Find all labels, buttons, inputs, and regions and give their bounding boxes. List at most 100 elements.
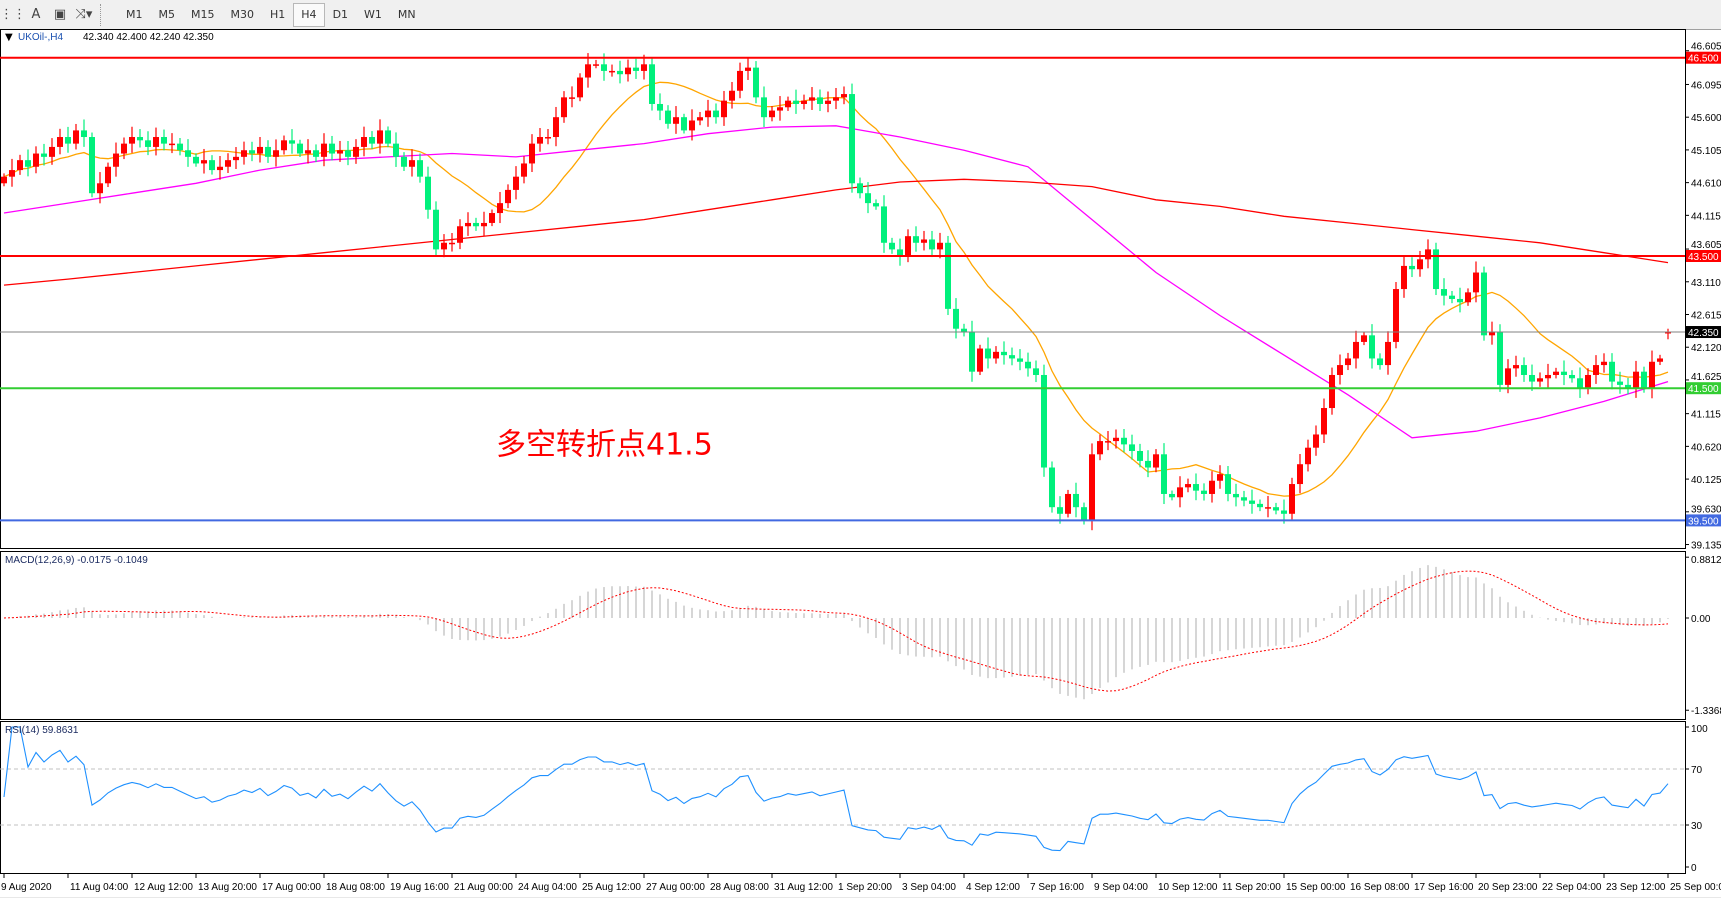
price-tick-label: 41.115 xyxy=(1691,410,1721,421)
candle xyxy=(753,61,759,104)
candle xyxy=(993,346,999,364)
candle-body xyxy=(977,348,983,372)
timeframe-m30[interactable]: M30 xyxy=(230,7,255,21)
candle xyxy=(169,133,175,154)
candle-body xyxy=(1369,335,1375,359)
text-label-icon[interactable]: ▣ xyxy=(53,7,67,22)
candle-body xyxy=(409,160,415,167)
candle xyxy=(281,135,287,155)
candle-body xyxy=(545,137,551,139)
candle-body xyxy=(337,150,343,154)
candle xyxy=(121,137,127,160)
drawing-tools: ⋮⋮ A ▣ ⤨▾ xyxy=(0,2,107,27)
candle xyxy=(1161,443,1167,505)
text-a-icon[interactable]: A xyxy=(31,7,41,22)
level-price-label-box xyxy=(1686,51,1721,64)
candle xyxy=(73,123,79,150)
candle xyxy=(1409,257,1415,278)
candle-body xyxy=(41,153,47,157)
level-price-label: 46.500 xyxy=(1688,54,1719,65)
candle xyxy=(25,149,31,177)
timeframe-w1[interactable]: W1 xyxy=(364,7,382,21)
price-tick-label: 42.615 xyxy=(1691,310,1721,321)
timeframe-mn[interactable]: MN xyxy=(397,7,416,21)
candle xyxy=(41,143,47,166)
time-label: 17 Sep 16:00 xyxy=(1414,882,1474,893)
candle-body xyxy=(601,64,607,71)
candle-body xyxy=(1337,365,1343,375)
price-tick-label: 46.605 xyxy=(1691,42,1721,53)
candle-body xyxy=(273,150,279,157)
candle xyxy=(713,103,719,124)
candle xyxy=(857,177,863,199)
candle xyxy=(969,320,975,382)
candle xyxy=(369,131,375,149)
candle-body xyxy=(705,110,711,118)
candle-body xyxy=(1473,272,1479,293)
timeframe-m1[interactable]: M1 xyxy=(126,7,143,21)
candle-body xyxy=(1161,454,1167,494)
timeframe-h1[interactable]: H1 xyxy=(270,7,286,21)
candle-body xyxy=(1001,351,1007,356)
candle-body xyxy=(1441,289,1447,296)
candle xyxy=(697,111,703,126)
time-label: 15 Sep 00:00 xyxy=(1286,882,1346,893)
macd-tick-label: 0.00 xyxy=(1691,614,1711,625)
candle xyxy=(449,233,455,252)
candle xyxy=(193,153,199,167)
candle-body xyxy=(761,97,767,118)
time-label: 12 Aug 12:00 xyxy=(134,882,193,893)
candle xyxy=(1361,331,1367,346)
candle-body xyxy=(689,120,695,131)
candle-body xyxy=(385,130,391,144)
timeframe-m5[interactable]: M5 xyxy=(158,7,176,21)
timeframe-h4[interactable]: H4 xyxy=(293,2,325,27)
candle xyxy=(785,96,791,111)
candle xyxy=(1153,449,1159,473)
candle xyxy=(1497,324,1503,392)
candle xyxy=(441,234,447,258)
candle xyxy=(129,126,135,153)
candle-body xyxy=(1609,361,1615,382)
candle xyxy=(1169,490,1175,501)
candle xyxy=(481,211,487,237)
candle-body xyxy=(281,140,287,151)
time-label: 24 Aug 04:00 xyxy=(518,882,577,893)
candle-body xyxy=(1513,365,1519,369)
candle xyxy=(81,119,87,147)
candle-body xyxy=(697,117,703,121)
candle xyxy=(1585,368,1591,395)
candle-body xyxy=(1193,484,1199,491)
candle-body xyxy=(969,332,975,372)
candle-body xyxy=(609,70,615,73)
timeframe-d1[interactable]: D1 xyxy=(332,7,349,21)
candle-body xyxy=(329,143,335,154)
candle-body xyxy=(49,146,55,157)
collapse-triangle-icon: ▼ xyxy=(5,32,13,43)
candle-body xyxy=(497,203,503,214)
candle xyxy=(1489,321,1495,345)
chart-area[interactable]: 多空转折点41.5 ▼ UKOil-,H4 42.340 42.400 42.240 … xyxy=(0,29,1721,898)
candle xyxy=(249,141,255,162)
candle xyxy=(945,235,951,316)
candle xyxy=(1001,341,1007,365)
candle xyxy=(673,106,679,134)
candle-body xyxy=(625,67,631,75)
time-label: 3 Sep 04:00 xyxy=(902,882,956,893)
candle-body xyxy=(113,153,119,167)
arrows-icon[interactable]: ⤨▾ xyxy=(75,7,93,22)
price-tick-label: 40.620 xyxy=(1691,442,1721,453)
candle xyxy=(1121,428,1127,453)
level-price-label-box xyxy=(1686,250,1721,262)
candle xyxy=(425,166,431,219)
candle xyxy=(1593,355,1599,384)
candle xyxy=(1529,364,1535,391)
candle xyxy=(553,106,559,147)
timeframe-m15[interactable]: M15 xyxy=(191,7,215,21)
candle-body xyxy=(841,94,847,98)
candle-body xyxy=(169,143,175,146)
candle-body xyxy=(737,70,743,91)
candle-body xyxy=(1417,259,1423,270)
candle xyxy=(457,219,463,250)
grid-icon[interactable]: ⋮⋮ xyxy=(0,7,26,22)
